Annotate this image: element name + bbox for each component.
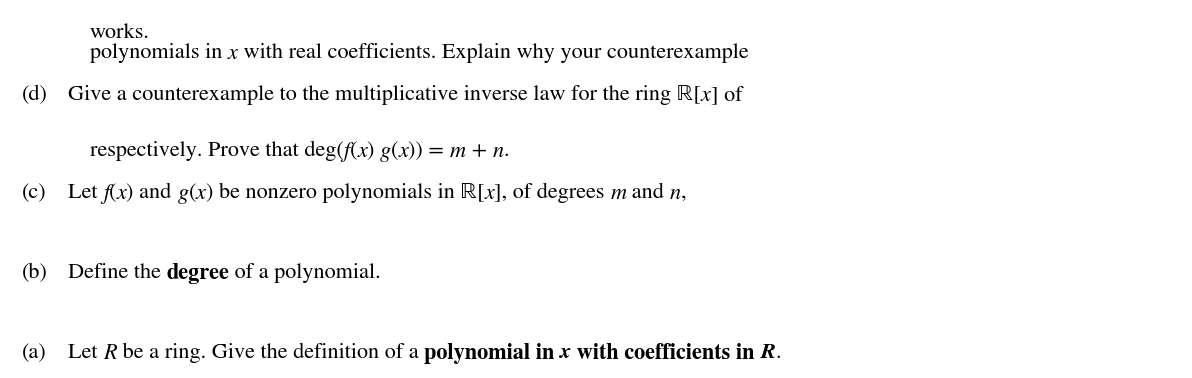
Text: (a): (a) — [21, 343, 46, 363]
Text: (: ( — [391, 141, 398, 161]
Text: respectively. Prove that deg(: respectively. Prove that deg( — [91, 141, 343, 161]
Text: f: f — [104, 183, 110, 204]
Text: Give a counterexample to the multiplicative inverse law for the ring ℝ[: Give a counterexample to the multiplicat… — [68, 85, 701, 105]
Text: m: m — [449, 141, 466, 162]
Text: of a polynomial.: of a polynomial. — [229, 263, 381, 283]
Text: with real coefficients. Explain why your counterexample: with real coefficients. Explain why your… — [238, 43, 749, 63]
Text: x: x — [560, 343, 571, 362]
Text: x: x — [358, 141, 367, 162]
Text: degree: degree — [167, 263, 229, 284]
Text: ) and: ) and — [126, 183, 178, 203]
Text: x: x — [701, 85, 710, 106]
Text: Define the: Define the — [68, 263, 167, 283]
Text: (d): (d) — [21, 85, 48, 105]
Text: Let: Let — [68, 183, 104, 203]
Text: x: x — [398, 141, 409, 162]
Text: ): ) — [367, 141, 380, 161]
Text: polynomials in: polynomials in — [91, 43, 228, 63]
Text: ] of: ] of — [710, 85, 743, 105]
Text: x: x — [195, 183, 206, 204]
Text: Let: Let — [68, 343, 104, 363]
Text: R: R — [760, 343, 775, 362]
Text: with coefficients in: with coefficients in — [571, 343, 760, 364]
Text: R: R — [104, 343, 117, 364]
Text: x: x — [117, 183, 126, 204]
Text: works.: works. — [91, 23, 150, 43]
Text: (b): (b) — [21, 263, 48, 283]
Text: g: g — [178, 183, 188, 204]
Text: ,: , — [681, 183, 687, 203]
Text: (: ( — [110, 183, 117, 203]
Text: be a ring. Give the definition of a: be a ring. Give the definition of a — [117, 343, 424, 363]
Text: polynomial in: polynomial in — [424, 343, 560, 364]
Text: x: x — [484, 183, 495, 204]
Text: (: ( — [350, 141, 358, 161]
Text: )) =: )) = — [409, 141, 449, 161]
Text: (c): (c) — [21, 183, 46, 203]
Text: +: + — [466, 141, 492, 161]
Text: n: n — [492, 141, 504, 162]
Text: x: x — [228, 43, 238, 64]
Text: .: . — [775, 343, 781, 363]
Text: (: ( — [188, 183, 195, 203]
Text: f: f — [343, 141, 350, 162]
Text: and: and — [626, 183, 670, 203]
Text: ], of degrees: ], of degrees — [495, 183, 610, 203]
Text: .: . — [504, 141, 509, 161]
Text: n: n — [670, 183, 681, 204]
Text: g: g — [380, 141, 391, 162]
Text: ) be nonzero polynomials in ℝ[: ) be nonzero polynomials in ℝ[ — [206, 183, 484, 203]
Text: m: m — [610, 183, 626, 204]
